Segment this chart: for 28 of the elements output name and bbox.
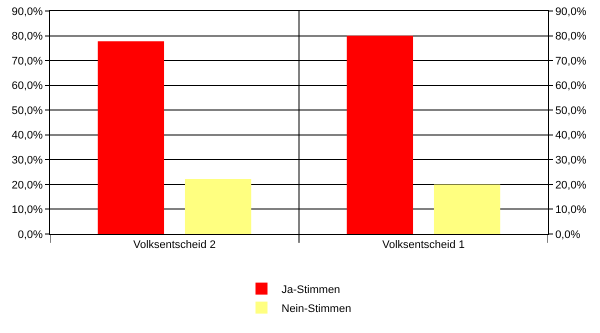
y2-tick-label: 0,0% bbox=[555, 228, 580, 241]
y-tick-label: 10,0% bbox=[12, 204, 44, 216]
y-tick-label: 50,0% bbox=[12, 104, 44, 117]
y-tick-label: 70,0% bbox=[12, 55, 44, 68]
y-tick-label: 80,0% bbox=[12, 30, 44, 43]
y2-tick-label: 10,0% bbox=[555, 204, 587, 216]
y2-tick-label: 70,0% bbox=[555, 55, 587, 68]
bar bbox=[184, 178, 252, 234]
x-tick-label: Volksentscheid 1 bbox=[382, 239, 465, 252]
y-tick-label: 30,0% bbox=[12, 154, 44, 167]
legend-label: Nein-Stimmen bbox=[282, 302, 352, 315]
y2-tick-label: 40,0% bbox=[555, 130, 587, 142]
y-tick-label: 40,0% bbox=[12, 130, 44, 142]
y-tick-label: 60,0% bbox=[12, 80, 44, 92]
y2-tick-label: 80,0% bbox=[555, 30, 587, 43]
y2-tick-label: 50,0% bbox=[555, 104, 587, 117]
bar bbox=[346, 36, 414, 234]
y-tick-label: 90,0% bbox=[12, 6, 44, 18]
legend-label: Ja-Stimmen bbox=[282, 284, 340, 296]
y2-tick-label: 20,0% bbox=[555, 179, 587, 192]
y2-tick-label: 90,0% bbox=[555, 6, 587, 18]
y-tick-label: 0,0% bbox=[18, 228, 44, 241]
bar bbox=[434, 184, 500, 234]
y2-tick-label: 30,0% bbox=[555, 154, 587, 167]
x-tick-label: Volksentscheid 2 bbox=[133, 239, 216, 252]
y-tick-label: 20,0% bbox=[12, 179, 44, 192]
bar bbox=[98, 41, 164, 234]
y2-tick-label: 60,0% bbox=[555, 80, 587, 92]
